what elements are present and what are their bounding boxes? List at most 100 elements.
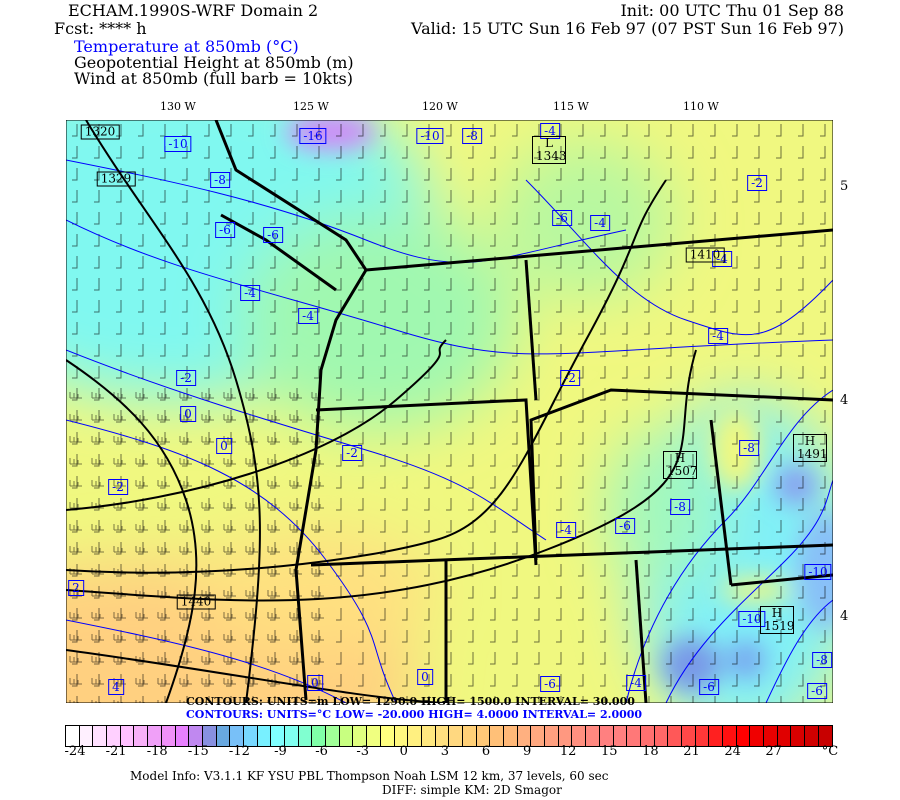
temp-label: -10 <box>164 136 192 152</box>
temp-contour-info: CONTOURS: UNITS=°C LOW= -20.000 HIGH= 4.… <box>186 708 643 721</box>
diff-info: DIFF: simple KM: 2D Smagor <box>382 783 562 797</box>
lat-label: 4 <box>840 609 849 624</box>
color-bar-swatch <box>380 726 395 746</box>
field-wind: Wind at 850mb (full barb = 10kts) <box>74 69 353 88</box>
color-bar-swatch <box>120 726 135 746</box>
temp-label: 0 <box>180 406 196 422</box>
lat-label: 5 <box>840 179 849 194</box>
color-bar-tick: -21 <box>105 744 127 759</box>
valid-time: Valid: 15 UTC Sun 16 Feb 97 (07 PST Sun … <box>411 19 844 38</box>
color-bar-tick: 18 <box>642 744 659 759</box>
height-contour-info: CONTOURS: UNITS=m LOW= 1290.0 HIGH= 1500… <box>186 695 635 708</box>
color-bar-swatch <box>599 726 614 746</box>
temp-label: -2 <box>747 175 767 191</box>
color-bar-swatch <box>517 726 532 746</box>
temp-label: -8 <box>670 499 690 515</box>
color-bar-tick: 24 <box>724 744 741 759</box>
lon-label: 110 W <box>683 100 719 113</box>
color-bar-swatch <box>695 726 710 746</box>
lon-label: 115 W <box>553 100 589 113</box>
color-bar-swatch <box>285 726 299 746</box>
color-bar-swatch <box>107 726 121 746</box>
color-bar-swatch <box>462 726 477 746</box>
color-bar-swatch <box>161 726 176 746</box>
color-bar-tick: -3 <box>356 744 370 759</box>
color-bar-swatch <box>777 726 792 746</box>
color-bar-swatch <box>148 726 162 746</box>
color-bar-tick: 21 <box>683 744 700 759</box>
lat-label: 4 <box>840 393 849 408</box>
color-bar-swatch <box>298 726 313 746</box>
color-bar-swatch <box>189 726 203 746</box>
high-center-label: H 1519 <box>760 606 795 634</box>
color-bar-swatch <box>449 726 463 746</box>
temp-label: -2 <box>560 370 580 386</box>
height-contours <box>66 120 697 703</box>
color-bar-swatch <box>490 726 504 746</box>
color-bar-swatch <box>339 726 354 746</box>
color-bar-tick: -18 <box>146 744 168 759</box>
temp-label: -10 <box>416 128 444 144</box>
temp-label: -4 <box>626 675 646 691</box>
color-bar-swatch <box>805 726 819 746</box>
color-bar-swatch <box>764 726 778 746</box>
state-boundaries <box>214 120 833 703</box>
temp-label: -6 <box>215 222 235 238</box>
color-bar-swatch <box>531 726 546 746</box>
high-center-label: H 1491 <box>793 434 828 462</box>
temp-label: -10 <box>804 564 832 580</box>
temp-label: -2 <box>342 445 362 461</box>
color-bar-swatch <box>367 726 381 746</box>
temp-label: -6 <box>540 676 560 692</box>
color-bar-swatch <box>93 726 108 746</box>
color-bar-swatch <box>668 726 682 746</box>
map-title: ECHAM.1990S-WRF Domain 2 <box>68 1 319 20</box>
color-bar-tick: 12 <box>559 744 577 759</box>
color-bar-tick: -6 <box>315 744 328 759</box>
temp-label: -4 <box>712 251 732 267</box>
color-bar-swatch <box>586 726 600 746</box>
temp-label: -6 <box>263 227 283 243</box>
color-bar-swatch <box>353 726 368 746</box>
height-label: 1329 <box>96 171 136 187</box>
color-bar-swatch <box>613 726 628 746</box>
color-bar-swatch <box>640 726 655 746</box>
temp-label: -4 <box>540 123 560 139</box>
color-bar-swatch <box>709 726 723 746</box>
color-bar-tick: 9 <box>522 744 532 759</box>
temp-label: -6 <box>552 210 572 226</box>
color-bar-swatch <box>572 726 587 746</box>
color-bar-unit: °C <box>821 744 839 759</box>
temp-label: -8 <box>812 652 832 668</box>
height-label: 1410 <box>685 247 725 263</box>
color-bar-tick: 15 <box>601 744 618 759</box>
color-bar-swatch <box>736 726 751 746</box>
low-center-label: L 1343 <box>532 136 567 164</box>
color-bar <box>65 725 833 747</box>
color-bar-swatch <box>654 726 669 746</box>
color-bar-tick: 0 <box>399 744 408 759</box>
temp-label: -16 <box>299 128 327 144</box>
temp-label: -4 <box>708 328 728 344</box>
temp-label: 0 <box>216 438 232 454</box>
weather-map <box>66 120 833 703</box>
lon-label: 125 W <box>293 100 329 113</box>
color-bar-swatch <box>79 726 94 746</box>
color-bar-swatch <box>175 726 190 746</box>
color-bar-swatch <box>134 726 149 746</box>
temp-label: 4 <box>108 679 124 695</box>
temp-label: -4 <box>556 522 576 538</box>
color-bar-swatch <box>202 726 217 746</box>
height-label: 1440 <box>176 594 216 610</box>
temp-label: -6 <box>807 683 827 699</box>
color-bar-tick: 3 <box>440 744 450 759</box>
color-bar-swatch <box>66 726 80 746</box>
temp-label: -2 <box>108 479 128 495</box>
temp-label: -2 <box>176 370 196 386</box>
temp-label: -4 <box>590 215 610 231</box>
color-bar-swatch <box>476 726 491 746</box>
color-bar-swatch <box>723 726 737 746</box>
temp-label: -6 <box>615 518 635 534</box>
color-bar-tick: 6 <box>481 744 491 759</box>
color-bar-swatch <box>681 726 696 746</box>
